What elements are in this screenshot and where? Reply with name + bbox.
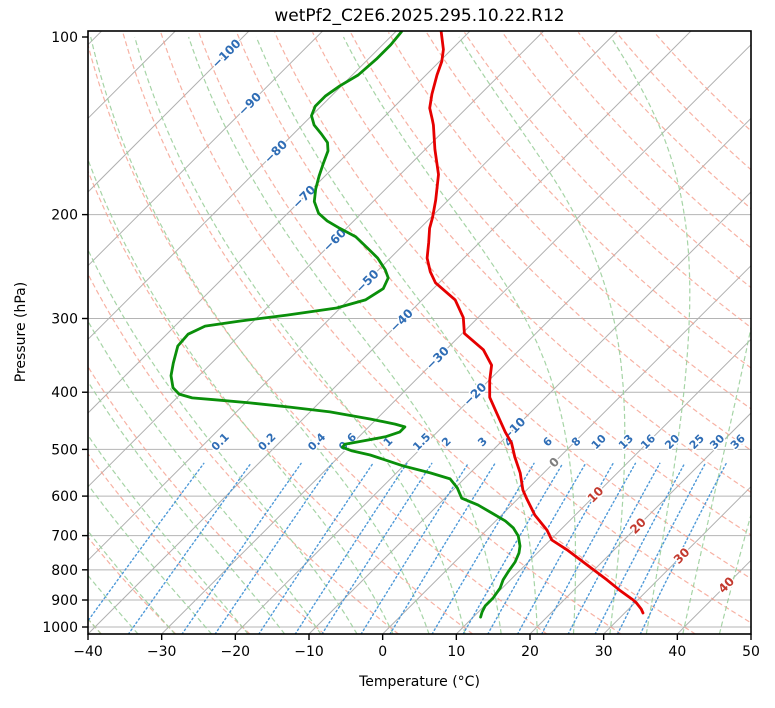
dry-adiabat-lines — [88, 32, 751, 634]
mixing-ratio-label: 0.1 — [209, 430, 232, 453]
dewpoint-curve — [169, 31, 522, 619]
x-tick-label: −40 — [73, 644, 103, 660]
y-tick-label: 500 — [51, 442, 78, 458]
plot-border — [87, 30, 752, 635]
mixing-ratio-label: 0.2 — [256, 430, 279, 453]
x-tick-label: 0 — [378, 644, 387, 660]
x-tick-label: 30 — [595, 644, 613, 660]
mixing-ratio-lines — [88, 462, 727, 634]
tick-marks — [82, 36, 752, 640]
x-tick-label: 10 — [447, 644, 465, 660]
y-tick-label: 800 — [51, 563, 78, 579]
y-tick-label: 900 — [51, 593, 78, 609]
x-tick-label: −20 — [221, 644, 251, 660]
temperature-curve — [425, 31, 645, 615]
mixing-ratio-label: 2 — [439, 435, 454, 450]
mixing-ratio-label: 3 — [475, 435, 490, 450]
y-tick-label: 200 — [51, 208, 78, 224]
y-tick-label: 600 — [51, 489, 78, 505]
y-tick-label: 1000 — [42, 620, 78, 636]
mixing-ratio-labels: 0.1 0.2 0.4 0.6 1 1.5 2 3 4 6 8 10 13 16 20 25 30 36 — [207, 429, 749, 455]
x-tick-label: 50 — [742, 644, 760, 660]
y-tick-label: 300 — [51, 312, 78, 328]
tick-labels: −40 −30 −20 −10 0 10 20 30 40 5010020030040050060… — [42, 30, 760, 660]
x-axis-label: Temperature (°C) — [359, 674, 480, 690]
plot-area: −100−90−80−70−60−50−40−30−20−10010203040… — [88, 31, 751, 634]
mixing-ratio-label: 0.4 — [305, 430, 328, 453]
isotherm-lines — [88, 31, 751, 634]
mixing-ratio-label: 1.5 — [410, 430, 433, 453]
x-tick-label: −30 — [147, 644, 177, 660]
mixing-ratio-label: 8 — [569, 435, 584, 450]
x-tick-label: 40 — [668, 644, 686, 660]
isotherm-label: −100 — [209, 36, 244, 71]
y-tick-label: 700 — [51, 529, 78, 545]
x-tick-label: 20 — [521, 644, 539, 660]
chart-title: wetPf2_C2E6.2025.295.10.22.R12 — [274, 6, 565, 26]
y-tick-label: 400 — [51, 385, 78, 401]
x-tick-label: −10 — [294, 644, 324, 660]
y-tick-label: 100 — [51, 30, 78, 46]
moist-adiabat-lines — [88, 36, 751, 634]
